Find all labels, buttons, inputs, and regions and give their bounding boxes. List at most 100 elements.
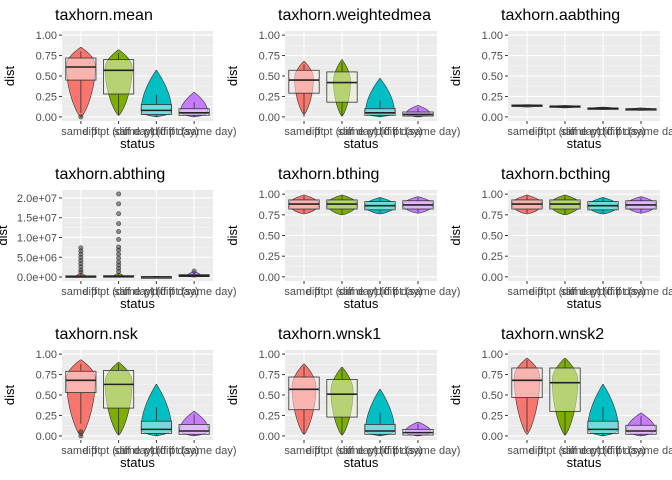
x-tick-label: diff pt (diff day) (82, 126, 154, 138)
y-tick-label: 0.50 (259, 231, 280, 243)
x-axis-label: status (120, 296, 155, 311)
x-tick-label: diff pt (diff day) (529, 286, 601, 298)
x-tick-label: diff pt (same day) (376, 286, 461, 298)
y-tick-label: 0.00 (259, 272, 280, 284)
chart-panel: 0.0e+00 5.0e+06 1.0e+07 1.5e+07 2.0e+07 same … (0, 166, 237, 311)
x-tick-label: same pt (507, 445, 546, 457)
x-tick-label: same pt (61, 445, 100, 457)
box (511, 367, 543, 398)
x-tick-label: diff pt (same day) (599, 445, 672, 457)
x-tick-label: same pt (507, 286, 546, 298)
panel-title: taxhorn.mean (55, 7, 153, 24)
y-tick-label: 0.25 (482, 251, 503, 263)
y-tick-label: 0.50 (36, 71, 57, 83)
y-tick-label: 0.75 (482, 370, 503, 382)
outlier-point (78, 245, 84, 251)
y-tick-label: 1.00 (482, 30, 503, 42)
x-tick-label: diff pt (diff day) (529, 445, 601, 457)
outlier-point (116, 201, 122, 207)
x-tick-label: diff pt (same day) (152, 286, 237, 298)
x-axis-label: status (344, 455, 379, 470)
x-tick-label: diff pt (same day) (376, 126, 461, 138)
y-tick-label: 1.00 (259, 349, 280, 361)
y-tick-label: 0.25 (259, 251, 280, 263)
outlier-point (78, 429, 84, 435)
box (625, 424, 657, 435)
x-tick-label: diff pt (same day) (152, 126, 237, 138)
box (364, 108, 396, 116)
y-tick-label: 0.0e+00 (17, 272, 57, 284)
y-tick-label: 0.75 (259, 370, 280, 382)
panel-title: taxhorn.nsk (55, 326, 139, 343)
box (103, 59, 135, 95)
y-axis-label: dist (448, 384, 463, 405)
x-tick-label: same pt (diff day) (561, 445, 646, 457)
box (140, 104, 172, 115)
y-tick-label: 0.00 (482, 112, 503, 124)
outlier-point (116, 237, 122, 242)
panel-background (62, 190, 213, 281)
x-tick-label: diff pt (same day) (599, 126, 672, 138)
y-axis-label: dist (225, 384, 240, 405)
x-axis-label: status (120, 455, 155, 470)
y-tick-label: 1.00 (482, 349, 503, 361)
x-tick-label: diff pt (same day) (599, 286, 672, 298)
x-tick-label: diff pt (diff day) (306, 445, 378, 457)
box (65, 370, 97, 393)
y-tick-label: 0.00 (36, 431, 57, 443)
y-tick-label: 0.00 (259, 112, 280, 124)
y-tick-label: 0.75 (482, 51, 503, 63)
x-tick-label: diff pt (same day) (152, 445, 237, 457)
y-tick-label: 0.50 (36, 390, 57, 402)
x-tick-label: diff pt (diff day) (306, 126, 378, 138)
x-tick-label: same pt (diff day) (114, 445, 199, 457)
outlier-point (191, 268, 197, 274)
box (103, 370, 135, 409)
y-tick-label: 0.75 (259, 210, 280, 222)
y-tick-label: 0.75 (259, 51, 280, 63)
outlier-point (78, 433, 84, 439)
panel-title: taxhorn.wnsk2 (501, 326, 604, 343)
y-tick-label: 0.50 (482, 231, 503, 243)
x-axis-label: status (567, 136, 602, 151)
x-tick-label: same pt (507, 126, 546, 138)
outlier-point (78, 114, 84, 120)
outlier-point (116, 191, 122, 197)
y-tick-label: 2.0e+07 (17, 193, 57, 205)
y-tick-label: 1.00 (259, 189, 280, 201)
x-tick-label: diff pt (diff day) (306, 286, 378, 298)
x-tick-label: same pt (diff day) (561, 126, 646, 138)
y-tick-label: 1.00 (36, 30, 57, 42)
x-tick-label: same pt (284, 126, 323, 138)
x-tick-label: diff pt (same day) (376, 445, 461, 457)
y-tick-label: 0.25 (259, 410, 280, 422)
outlier-point (116, 244, 122, 250)
y-tick-label: 5.0e+06 (17, 252, 57, 264)
x-tick-label: same pt (284, 445, 323, 457)
panel-title: taxhorn.abthing (55, 166, 165, 183)
box (364, 424, 396, 435)
panel-title: taxhorn.bcthing (501, 166, 610, 183)
y-axis-label: dist (448, 225, 463, 246)
x-tick-label: same pt (diff day) (561, 286, 646, 298)
x-tick-label: diff pt (diff day) (82, 445, 154, 457)
y-tick-label: 0.50 (259, 390, 280, 402)
box (140, 420, 172, 434)
box (326, 379, 358, 418)
box (288, 376, 320, 411)
panel-title: taxhorn.wnsk1 (278, 326, 381, 343)
y-tick-label: 0.50 (259, 71, 280, 83)
x-axis-label: status (120, 136, 155, 151)
outlier-point (116, 229, 122, 234)
y-tick-label: 0.25 (482, 91, 503, 103)
x-tick-label: same pt (61, 126, 100, 138)
y-tick-label: 0.75 (36, 51, 57, 63)
y-tick-label: 0.25 (482, 410, 503, 422)
violin-shape (365, 78, 395, 118)
x-tick-label: same pt (diff day) (338, 286, 423, 298)
